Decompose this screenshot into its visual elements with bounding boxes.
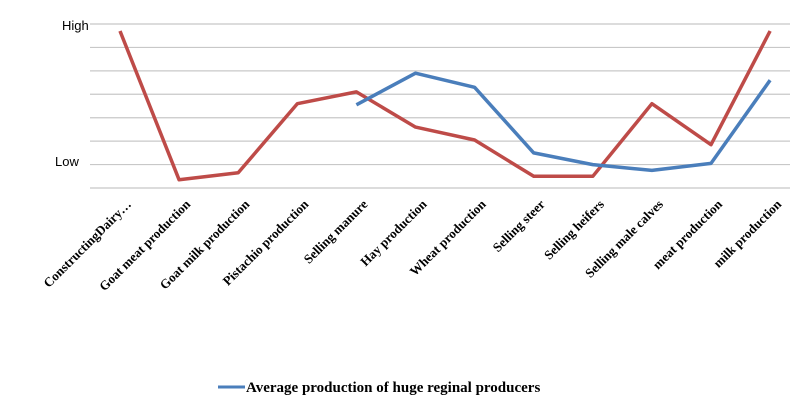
series-line-2	[118, 30, 772, 182]
legend-label-series-1: Average production of huge reginal produ…	[246, 380, 540, 396]
series-line-1	[355, 71, 772, 173]
x-tick-label: Selling heifers	[541, 197, 607, 263]
y-tick-label-low: Low	[55, 154, 79, 169]
y-tick-label-high: High	[62, 18, 89, 33]
legend: Average production of huge reginal produ…	[218, 380, 540, 396]
x-tick-label: Selling steer	[489, 196, 548, 255]
series-lines	[118, 30, 772, 182]
x-tick-labels: ConstructingDairy…Goat meat productionGo…	[40, 196, 784, 294]
gridlines	[90, 23, 790, 189]
